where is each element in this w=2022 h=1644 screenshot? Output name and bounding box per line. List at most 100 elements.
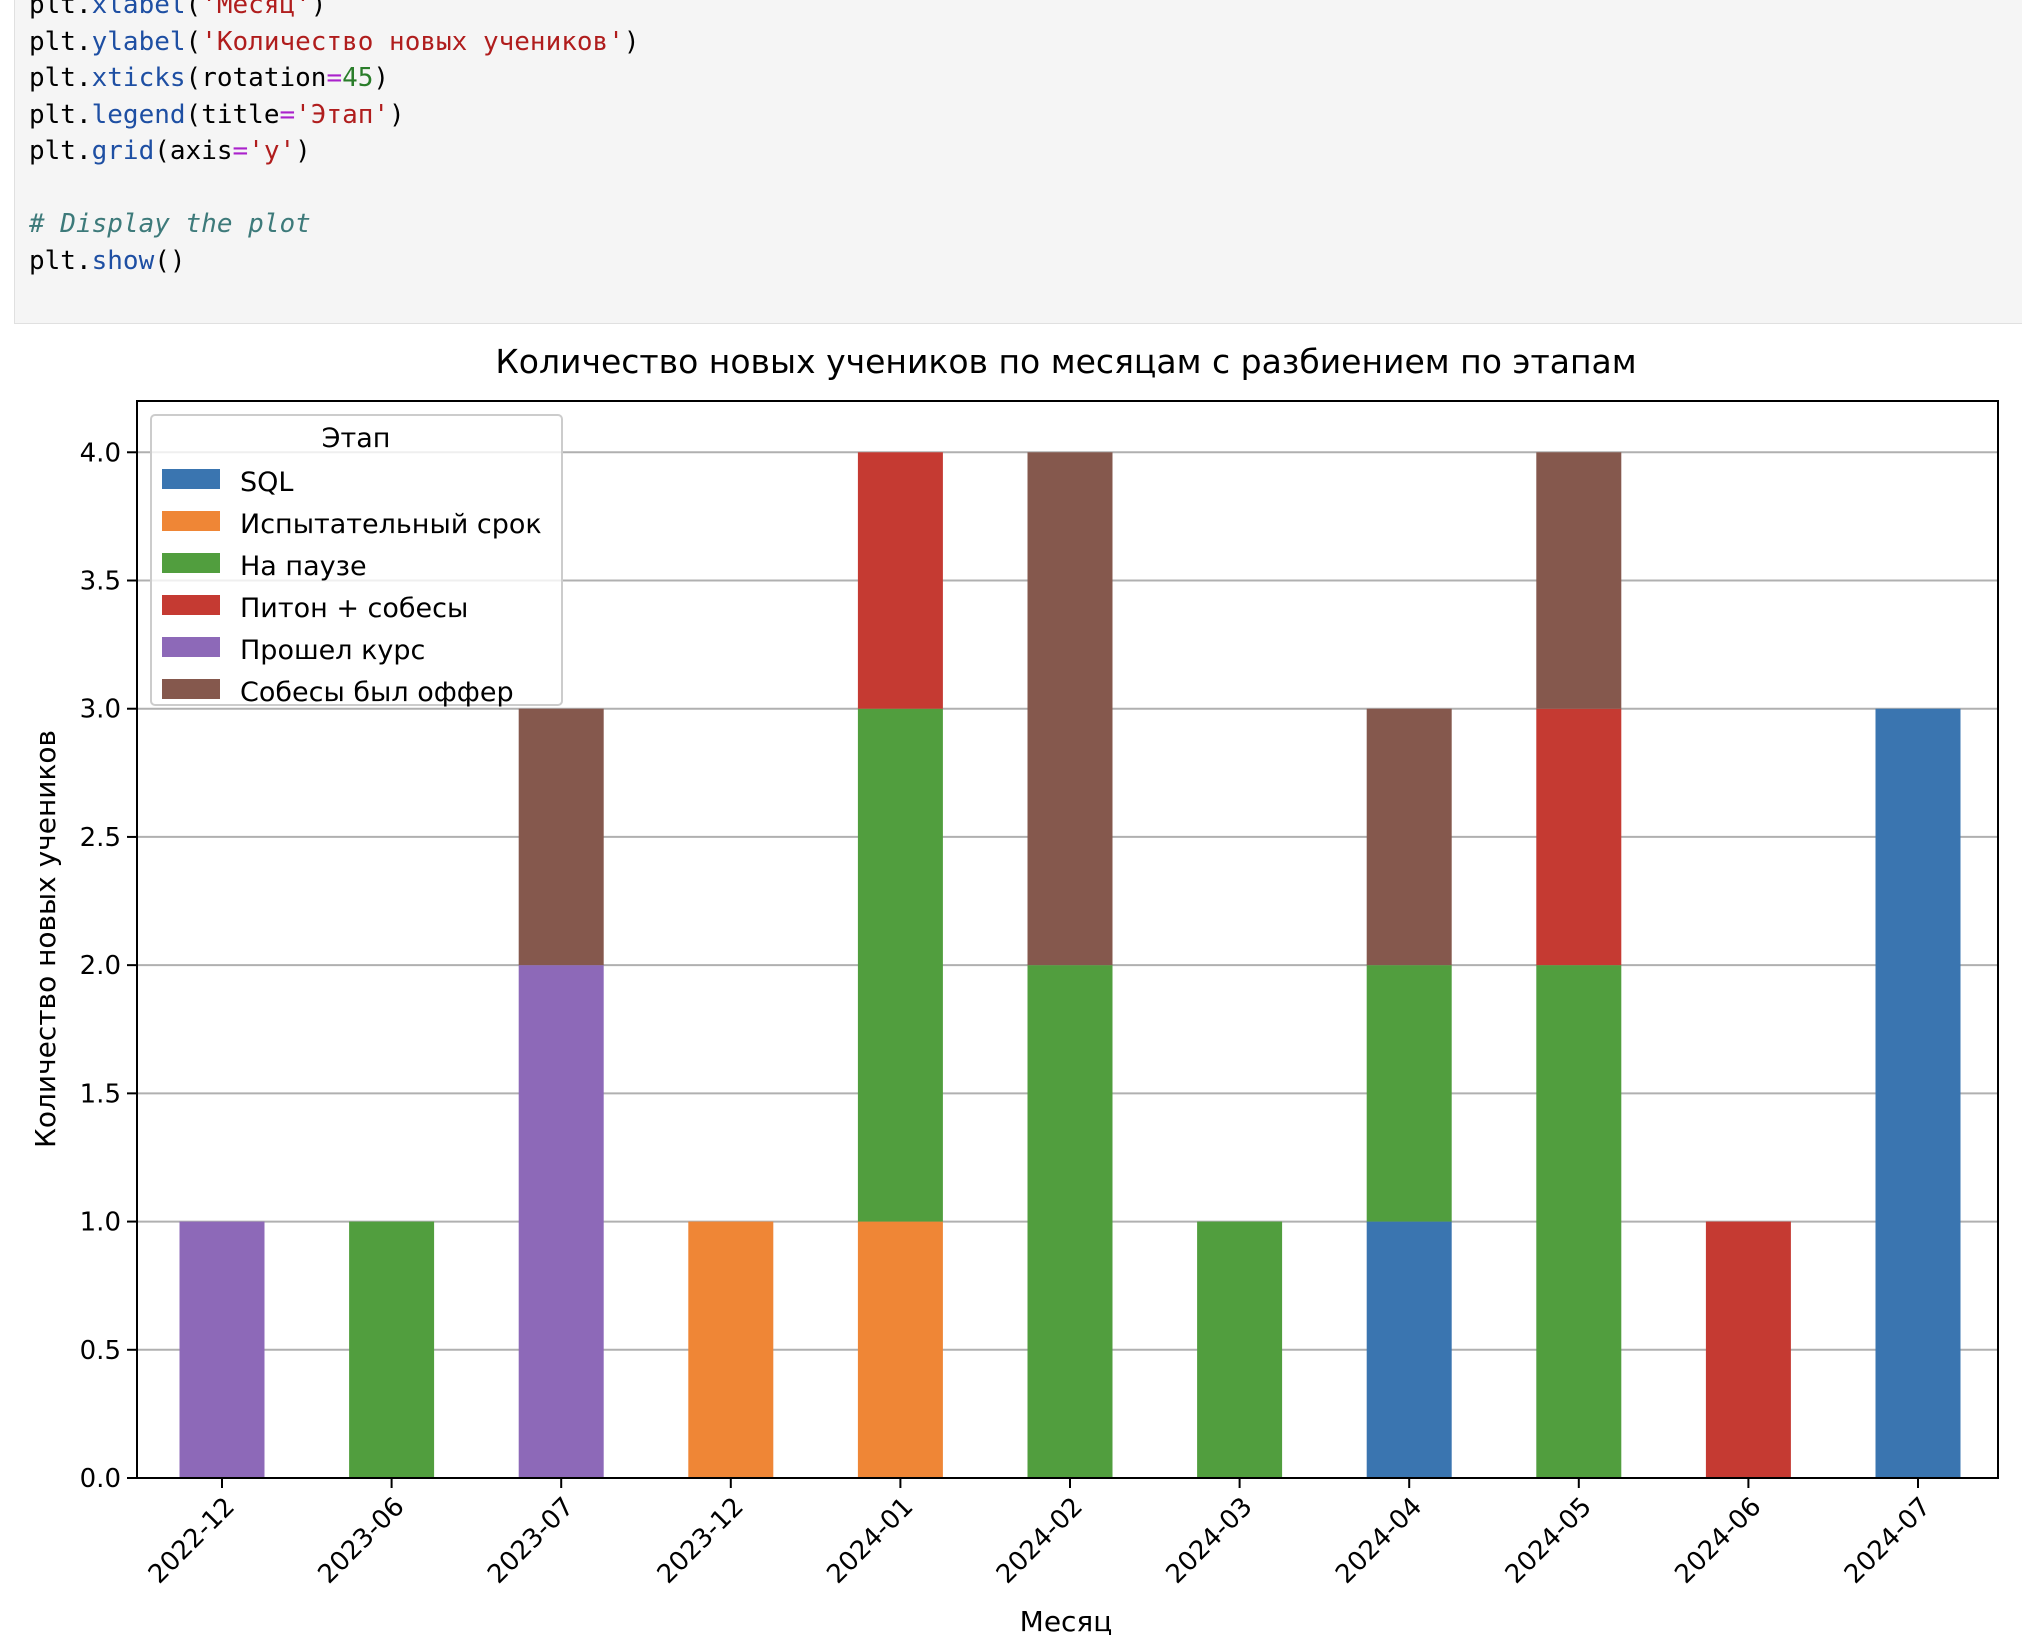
code-token: (	[185, 26, 202, 57]
x-tick-label: 2024-05	[1500, 1492, 1598, 1590]
legend-swatch	[162, 595, 220, 615]
code-token: 'Количество новых учеников'	[201, 26, 624, 57]
bar-segment	[1705, 1221, 1791, 1478]
y-tick-label: 4.0	[80, 438, 121, 468]
code-token: # Display the plot	[29, 209, 311, 239]
x-tick-label: 2022-12	[143, 1492, 241, 1590]
legend-label: SQL	[240, 467, 293, 498]
y-tick-label: 2.0	[80, 951, 121, 981]
code-token: xticks	[91, 63, 186, 93]
code-line: plt.show()	[29, 246, 186, 276]
code-token: legend	[91, 99, 186, 130]
code-token: (title	[185, 99, 280, 130]
chart-title: Количество новых учеников по месяцам с р…	[495, 342, 1636, 381]
bar-segment	[1027, 452, 1113, 966]
code-line: plt.grid(axis='y')	[29, 136, 311, 166]
code-line: # Display the plot	[29, 209, 311, 239]
x-tick-label: 2024-03	[1161, 1492, 1259, 1590]
bar-segment	[1027, 965, 1113, 1478]
code-token: (rotation	[185, 63, 327, 93]
x-axis-label: Месяц	[1020, 1605, 1113, 1638]
x-tick-label: 2024-04	[1330, 1492, 1428, 1590]
code-token: 'Этап'	[295, 99, 390, 130]
bar-segment	[857, 708, 943, 1222]
bar-segment	[688, 1221, 774, 1478]
code-token: plt.	[29, 0, 92, 20]
code-line: plt.xlabel('Месяц')	[29, 0, 326, 20]
bar-segment	[1197, 1221, 1283, 1478]
y-tick-label: 3.0	[80, 695, 121, 725]
chart: Количество новых учеников по месяцам с р…	[29, 342, 1999, 1638]
legend[interactable]: Этап SQL Испытательный срок На паузе Питон …	[150, 414, 563, 708]
y-tick-label: 2.5	[80, 823, 121, 853]
bar-segment	[179, 1221, 265, 1478]
code-token: )	[373, 63, 390, 93]
y-tick-label: 0.0	[80, 1464, 121, 1494]
legend-swatch	[162, 679, 220, 699]
code-token: xlabel	[91, 0, 186, 20]
bar-segment	[857, 1221, 943, 1478]
code-token: =	[279, 99, 296, 130]
bar-segment	[1366, 708, 1452, 966]
y-axis-ticks: 0.0 0.5 1.0 1.5 2.0 2.5 3.0 3.5 4.0	[80, 438, 137, 1494]
code-line: plt.legend(title='Этап')	[29, 100, 405, 130]
code-token: )	[295, 136, 311, 166]
x-tick-label: 2024-07	[1839, 1492, 1937, 1590]
legend-label: На паузе	[240, 551, 367, 582]
code-token: ylabel	[91, 26, 186, 57]
code-line: plt.xticks(rotation=45)	[29, 63, 389, 93]
legend-swatch	[162, 553, 220, 573]
code-token: =	[232, 136, 249, 166]
code-token: (	[185, 0, 202, 20]
code-token: plt.	[29, 26, 92, 57]
bar-segment	[1536, 452, 1622, 709]
code-token: grid	[91, 136, 155, 166]
x-tick-label: 2023-12	[652, 1492, 750, 1590]
code-line: plt.ylabel('Количество новых учеников')	[29, 27, 640, 57]
y-tick-label: 0.5	[80, 1336, 121, 1366]
legend-swatch	[162, 469, 220, 489]
code-token: plt.	[29, 99, 92, 130]
y-tick-label: 1.0	[80, 1208, 121, 1238]
code-token: 45	[342, 63, 374, 93]
legend-swatch	[162, 637, 220, 657]
bar-segment	[1536, 965, 1622, 1478]
code-token: plt.	[29, 245, 92, 276]
bar-segment	[1875, 708, 1961, 1478]
x-tick-label: 2023-06	[313, 1492, 411, 1590]
legend-label: Испытательный срок	[240, 509, 542, 540]
code-token: plt.	[29, 63, 92, 93]
legend-label: Прошел курс	[240, 635, 425, 666]
bar-segment	[1366, 1221, 1452, 1478]
x-tick-label: 2024-06	[1669, 1492, 1767, 1590]
code-token: (axis	[154, 136, 233, 166]
x-axis-ticks: 2022-12 2023-06 2023-07 2023-12 2024-01 2024-…	[143, 1478, 1937, 1590]
plot-frame	[136, 400, 1999, 1479]
legend-items: SQL Испытательный срок На паузе Питон + соб…	[162, 467, 542, 708]
bar-segment	[1366, 965, 1452, 1222]
bar-segment	[857, 452, 943, 709]
bar-segment	[349, 1221, 435, 1478]
code-token: )	[389, 99, 405, 130]
code-token: =	[326, 63, 343, 93]
bar-segment	[518, 965, 604, 1478]
legend-label: Питон + собесы	[240, 593, 468, 624]
code-token: )	[623, 26, 640, 57]
legend-box	[150, 414, 563, 706]
legend-label: Собесы был оффер	[240, 677, 514, 708]
x-tick-label: 2024-02	[991, 1492, 1089, 1590]
code-token: plt.	[29, 136, 92, 166]
bar-segment	[1536, 708, 1622, 966]
legend-title: Этап	[322, 423, 391, 454]
code-token: )	[310, 0, 327, 20]
code-token: 'Месяц'	[201, 0, 311, 20]
bars	[179, 452, 1961, 1478]
code-token: 'y'	[248, 136, 296, 166]
code-cell[interactable]: plt.xlabel('Месяц') plt.ylabel('Количеств…	[14, 0, 2022, 324]
code-token: ()	[154, 245, 186, 276]
bar-segment	[518, 708, 604, 966]
legend-swatch	[162, 511, 220, 531]
y-axis-label: Количество новых учеников	[29, 730, 62, 1148]
code-token: show	[91, 245, 155, 276]
y-tick-label: 3.5	[80, 567, 121, 597]
